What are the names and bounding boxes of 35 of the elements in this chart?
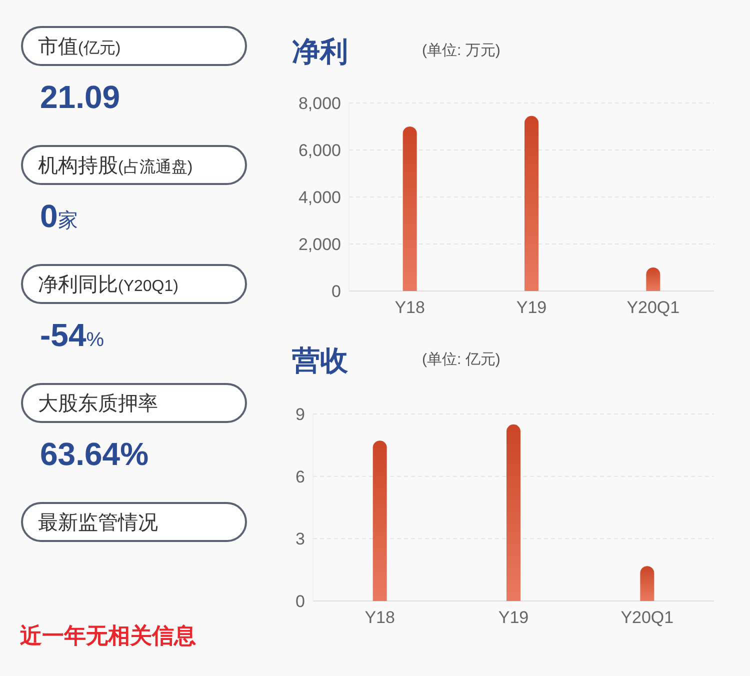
x-tick-label: Y18 (394, 298, 425, 317)
x-tick-label: Y19 (498, 608, 529, 627)
y-tick-label: 6 (296, 467, 305, 486)
text: 市值(亿元) (38, 36, 121, 58)
text: 机构持股(占流通盘) (38, 155, 193, 177)
x-tick-label: Y19 (516, 298, 547, 317)
y-tick-label: 4,000 (298, 188, 341, 207)
y-tick-label: 9 (296, 405, 305, 424)
text: 63.64% (40, 436, 149, 472)
bar (402, 126, 417, 291)
x-tick-label: Y18 (364, 608, 395, 627)
bar (372, 440, 387, 601)
bar (640, 566, 654, 601)
chart-subtitle: (单位: 亿元) (422, 351, 500, 368)
y-tick-label: 0 (296, 592, 305, 611)
y-tick-label: 2,000 (298, 235, 341, 254)
y-tick-label: 8,000 (298, 94, 341, 113)
chart-subtitle: (单位: 万元) (422, 42, 500, 59)
y-tick-label: 3 (296, 530, 305, 549)
bar (524, 116, 538, 291)
chart-title: 净利 (292, 36, 348, 67)
text: 21.09 (40, 79, 120, 115)
text: 最新监管情况 (38, 512, 158, 534)
bar (646, 268, 660, 291)
text: 大股东质押率 (38, 393, 158, 415)
text: 0家 (40, 198, 78, 234)
x-tick-label: Y20Q1 (626, 298, 680, 317)
y-tick-label: 0 (332, 282, 341, 301)
text: 净利同比(Y20Q1) (38, 274, 178, 296)
x-tick-label: Y20Q1 (620, 608, 674, 627)
bar (506, 424, 520, 601)
text: 近一年无相关信息 (19, 623, 196, 648)
chart-title: 营收 (291, 345, 349, 376)
y-tick-label: 6,000 (298, 141, 341, 160)
text: -54% (40, 317, 104, 353)
